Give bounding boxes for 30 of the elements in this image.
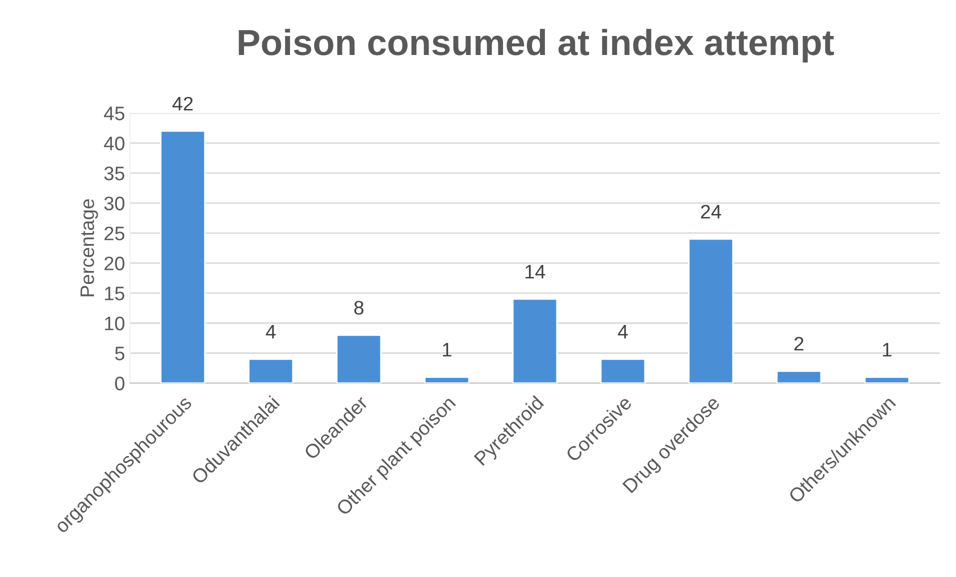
data-label: 4	[266, 325, 276, 338]
y-tick-label: 15	[105, 286, 124, 300]
y-tick-label: 30	[104, 196, 124, 210]
y-tick-label: 40	[104, 136, 124, 150]
y-tick-label: 5	[115, 346, 124, 360]
bar	[336, 334, 382, 384]
data-label: 2	[794, 336, 804, 350]
data-label: 24	[701, 204, 722, 218]
y-tick-label: 45	[104, 106, 124, 120]
data-label: 4	[618, 325, 628, 338]
y-axis-title: Percentage	[80, 199, 98, 296]
data-label: 14	[526, 265, 546, 278]
data-label: 8	[354, 300, 364, 315]
bar	[248, 358, 294, 384]
data-label: 42	[172, 96, 193, 110]
y-tick-label: 35	[104, 166, 124, 180]
data-label: 1	[883, 343, 892, 356]
y-tick-label: 10	[105, 316, 124, 330]
chart-title: Poison consumed at index attempt	[238, 28, 834, 63]
bar	[600, 358, 646, 384]
y-tick-label: 25	[104, 226, 124, 240]
bar	[512, 298, 558, 384]
bar	[424, 376, 470, 384]
y-tick-label: 20	[104, 256, 124, 270]
y-tick-label: 0	[115, 376, 124, 390]
bar	[776, 370, 822, 384]
data-label: 1	[442, 343, 452, 356]
bar	[160, 130, 206, 384]
bar	[688, 238, 734, 384]
bar	[864, 376, 910, 384]
